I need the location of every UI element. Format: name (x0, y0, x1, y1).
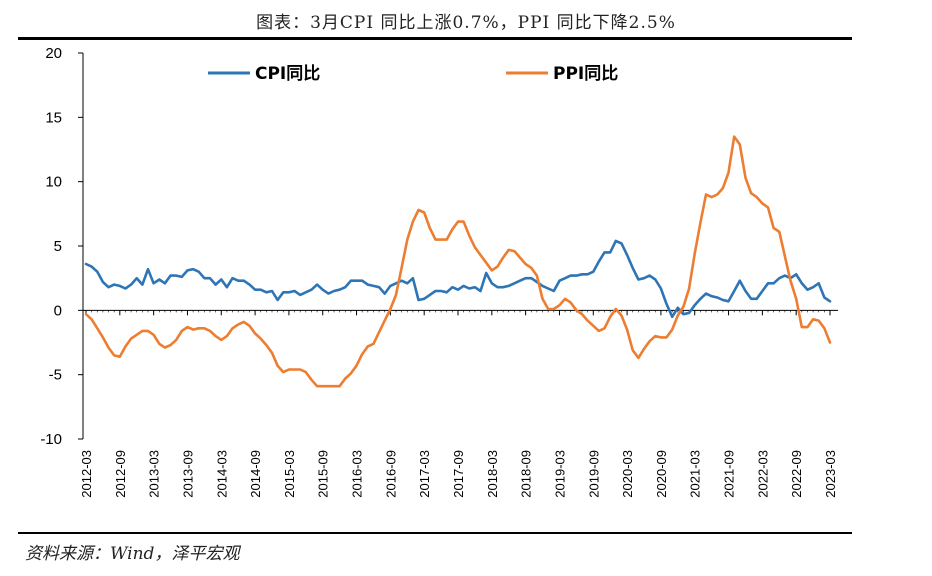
x-tick-label: 2020-03 (620, 450, 635, 498)
x-axis: 2012-03 2012-09 2013-03 2013-09 2014-03 2014-… (79, 309, 838, 498)
x-tick-label: 2013-09 (180, 450, 195, 498)
y-axis: 20 15 10 5 0 -5 -10 (40, 45, 84, 448)
y-tick-label: 0 (54, 302, 62, 319)
chart-title: 图表：3月CPI 同比上涨0.7%，PPI 同比下降2.5% (256, 13, 676, 33)
x-tick-label: 2012-09 (113, 450, 128, 498)
top-rule (18, 37, 852, 40)
series-line-cpi (84, 239, 832, 319)
x-tick-label: 2015-03 (282, 450, 297, 498)
line-chart: 20 15 10 5 0 -5 -10 2012-03 2012-09 2013-03 2013-… (40, 45, 838, 498)
bottom-rule (18, 532, 852, 534)
y-tick-label: 15 (45, 109, 62, 126)
x-tick-label: 2018-03 (485, 450, 500, 498)
source-note: 资料来源：Wind，泽平宏观 (25, 544, 240, 564)
x-tick-label: 2014-03 (214, 450, 229, 498)
y-tick-label: -10 (40, 431, 62, 448)
y-tick-label: 10 (45, 174, 62, 191)
x-tick-label: 2019-09 (586, 450, 601, 498)
y-tick-label: 20 (45, 45, 62, 62)
x-tick-label: 2020-09 (654, 450, 669, 498)
x-tick-label: 2022-03 (755, 450, 770, 498)
x-tick-label: 2022-09 (789, 450, 804, 498)
plot-lines (84, 135, 832, 388)
x-tick-label: 2014-09 (248, 450, 263, 498)
y-tick-label: -5 (49, 367, 62, 384)
x-tick-label: 2019-03 (552, 450, 567, 498)
x-tick-label: 2021-03 (688, 450, 703, 498)
legend-label-cpi: CPI同比 (255, 63, 320, 84)
legend: CPI同比 PPI同比 (208, 63, 618, 84)
series-line-ppi (84, 135, 832, 388)
x-tick-label: 2017-09 (451, 450, 466, 498)
x-tick-label: 2021-09 (722, 450, 737, 498)
y-tick-label: 5 (54, 238, 62, 255)
x-tick-label: 2017-03 (417, 450, 432, 498)
x-tick-label: 2023-03 (823, 450, 838, 498)
x-tick-label: 2016-03 (350, 450, 365, 498)
x-tick-label: 2013-03 (147, 450, 162, 498)
x-tick-label: 2016-09 (383, 450, 398, 498)
legend-label-ppi: PPI同比 (553, 63, 618, 84)
x-tick-label: 2018-09 (519, 450, 534, 498)
x-tick-label: 2015-09 (316, 450, 331, 498)
x-tick-label: 2012-03 (79, 450, 94, 498)
